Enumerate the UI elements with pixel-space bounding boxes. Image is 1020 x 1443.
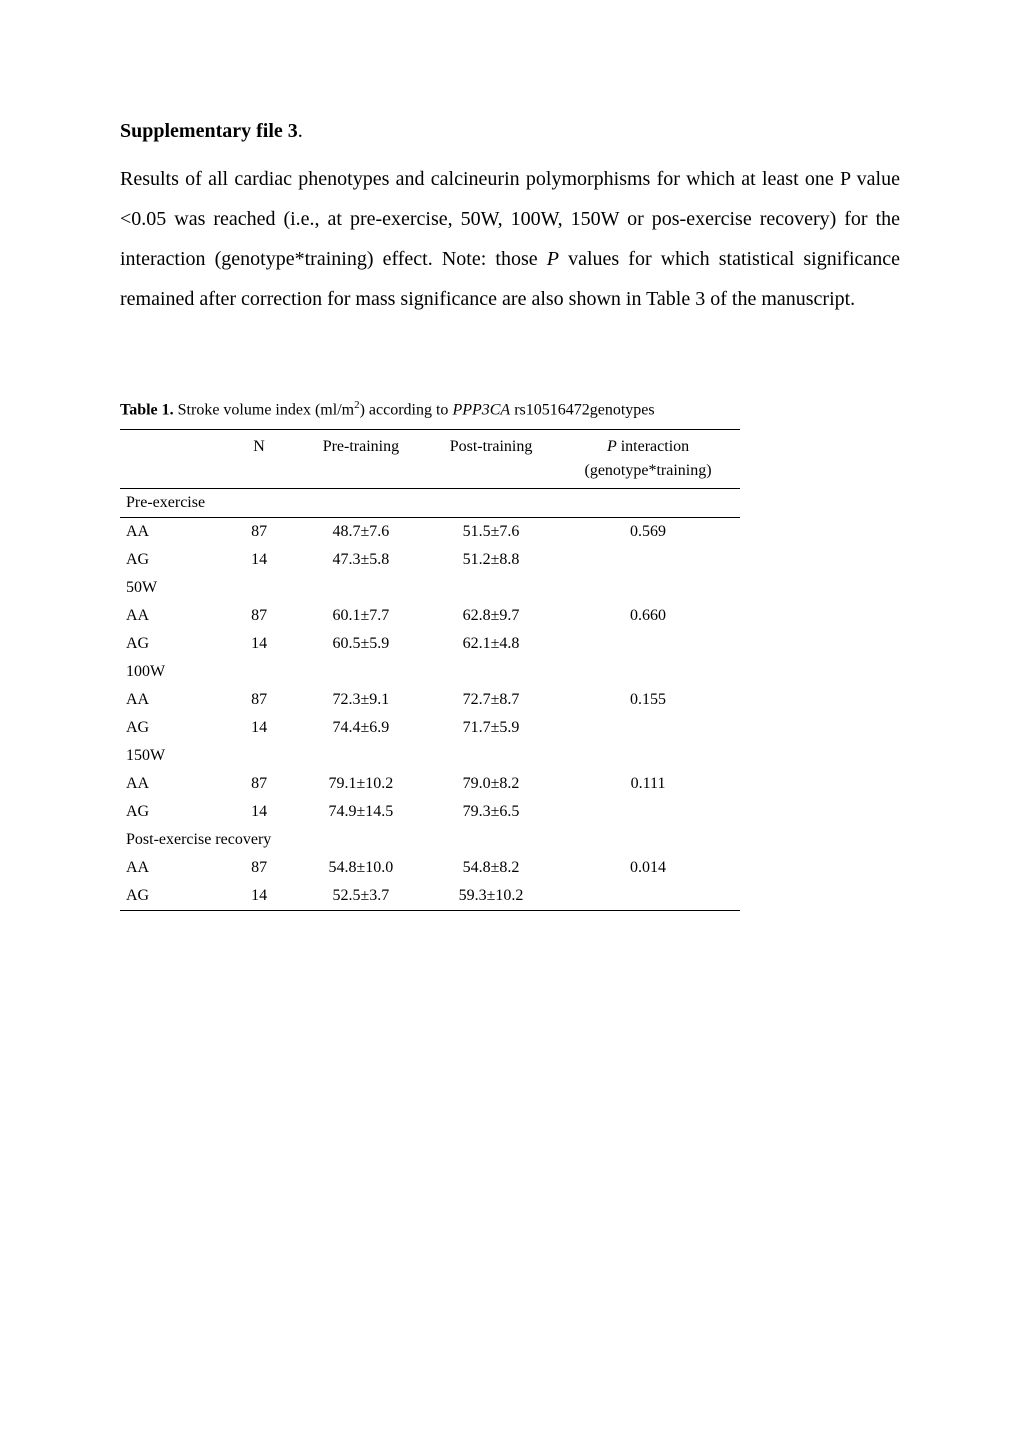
pre-training-value: 72.3±9.1	[296, 686, 426, 714]
table-caption-text3: rs10516472genotypes	[510, 401, 654, 418]
genotype-label: AG	[120, 714, 222, 742]
n-value: 87	[222, 854, 296, 882]
n-value: 14	[222, 714, 296, 742]
header-empty-5	[426, 462, 556, 489]
p-value: 0.569	[556, 518, 740, 547]
table-caption-italic-gene: PPP3CA	[452, 401, 510, 418]
header-p-interaction: P interaction	[556, 430, 740, 463]
genotype-label: AA	[120, 602, 222, 630]
section-title-row: 100W	[120, 658, 740, 686]
pre-training-value: 79.1±10.2	[296, 770, 426, 798]
table-caption-bold: Table 1.	[120, 401, 174, 418]
table-row: AA8754.8±10.054.8±8.20.014	[120, 854, 740, 882]
table-row: AA8760.1±7.762.8±9.70.660	[120, 602, 740, 630]
section-title-row: 50W	[120, 574, 740, 602]
description-paragraph: Results of all cardiac phenotypes and ca…	[120, 159, 900, 319]
heading-bold: Supplementary file 3	[120, 120, 298, 142]
header-empty	[120, 430, 222, 463]
section-title-cell: 50W	[120, 574, 740, 602]
table-row: AA8772.3±9.172.7±8.70.155	[120, 686, 740, 714]
pre-training-value: 52.5±3.7	[296, 882, 426, 911]
table-row: AG1460.5±5.962.1±4.8	[120, 630, 740, 658]
pre-training-value: 60.1±7.7	[296, 602, 426, 630]
post-training-value: 72.7±8.7	[426, 686, 556, 714]
header-genotype-training: (genotype*training)	[556, 462, 740, 489]
paragraph-italic-p: P	[547, 248, 559, 270]
table-header-row-1: N Pre-training Post-training P interacti…	[120, 430, 740, 463]
n-value: 14	[222, 882, 296, 911]
section-title-cell: Pre-exercise	[120, 489, 740, 518]
section-title-row: 150W	[120, 742, 740, 770]
pre-training-value: 54.8±10.0	[296, 854, 426, 882]
page-container: Supplementary file 3. Results of all car…	[0, 0, 1020, 1031]
data-table: N Pre-training Post-training P interacti…	[120, 429, 740, 911]
table-body: Pre-exerciseAA8748.7±7.651.5±7.60.569AG1…	[120, 489, 740, 911]
p-value	[556, 630, 740, 658]
pre-training-value: 48.7±7.6	[296, 518, 426, 547]
section-title-row: Post-exercise recovery	[120, 826, 740, 854]
header-p-after: interaction	[617, 438, 689, 455]
header-p-italic: P	[607, 438, 617, 455]
p-value: 0.660	[556, 602, 740, 630]
section-title-cell: 150W	[120, 742, 740, 770]
genotype-label: AA	[120, 854, 222, 882]
header-empty-3	[222, 462, 296, 489]
post-training-value: 71.7±5.9	[426, 714, 556, 742]
genotype-label: AA	[120, 686, 222, 714]
table-row: AA8779.1±10.279.0±8.20.111	[120, 770, 740, 798]
pre-training-value: 74.4±6.9	[296, 714, 426, 742]
header-n: N	[222, 430, 296, 463]
n-value: 87	[222, 686, 296, 714]
header-empty-4	[296, 462, 426, 489]
genotype-label: AA	[120, 770, 222, 798]
section-title-cell: Post-exercise recovery	[120, 826, 740, 854]
header-post-training: Post-training	[426, 430, 556, 463]
n-value: 14	[222, 798, 296, 826]
table-row: AG1447.3±5.851.2±8.8	[120, 546, 740, 574]
genotype-label: AG	[120, 882, 222, 911]
header-empty-2	[120, 462, 222, 489]
post-training-value: 79.3±6.5	[426, 798, 556, 826]
table-row: AG1474.4±6.971.7±5.9	[120, 714, 740, 742]
post-training-value: 54.8±8.2	[426, 854, 556, 882]
p-value	[556, 714, 740, 742]
p-value	[556, 882, 740, 911]
n-value: 87	[222, 602, 296, 630]
table-caption-text1: Stroke volume index (ml/m	[174, 401, 354, 418]
genotype-label: AG	[120, 630, 222, 658]
n-value: 87	[222, 770, 296, 798]
post-training-value: 51.2±8.8	[426, 546, 556, 574]
post-training-value: 59.3±10.2	[426, 882, 556, 911]
pre-training-value: 74.9±14.5	[296, 798, 426, 826]
table-row: AG1474.9±14.579.3±6.5	[120, 798, 740, 826]
table-row: AA8748.7±7.651.5±7.60.569	[120, 518, 740, 547]
table-row: AG1452.5±3.759.3±10.2	[120, 882, 740, 911]
post-training-value: 62.8±9.7	[426, 602, 556, 630]
genotype-label: AG	[120, 546, 222, 574]
pre-training-value: 47.3±5.8	[296, 546, 426, 574]
header-pre-training: Pre-training	[296, 430, 426, 463]
section-title-cell: 100W	[120, 658, 740, 686]
post-training-value: 79.0±8.2	[426, 770, 556, 798]
post-training-value: 51.5±7.6	[426, 518, 556, 547]
p-value: 0.014	[556, 854, 740, 882]
section-title-row: Pre-exercise	[120, 489, 740, 518]
n-value: 14	[222, 630, 296, 658]
table-caption: Table 1. Stroke volume index (ml/m2) acc…	[120, 399, 900, 419]
genotype-label: AA	[120, 518, 222, 547]
p-value	[556, 546, 740, 574]
supplementary-heading: Supplementary file 3.	[120, 120, 900, 143]
n-value: 14	[222, 546, 296, 574]
p-value: 0.155	[556, 686, 740, 714]
table-caption-text2: ) according to	[360, 401, 453, 418]
pre-training-value: 60.5±5.9	[296, 630, 426, 658]
table-header-row-2: (genotype*training)	[120, 462, 740, 489]
genotype-label: AG	[120, 798, 222, 826]
p-value	[556, 798, 740, 826]
n-value: 87	[222, 518, 296, 547]
heading-trailing: .	[298, 120, 303, 142]
p-value: 0.111	[556, 770, 740, 798]
post-training-value: 62.1±4.8	[426, 630, 556, 658]
